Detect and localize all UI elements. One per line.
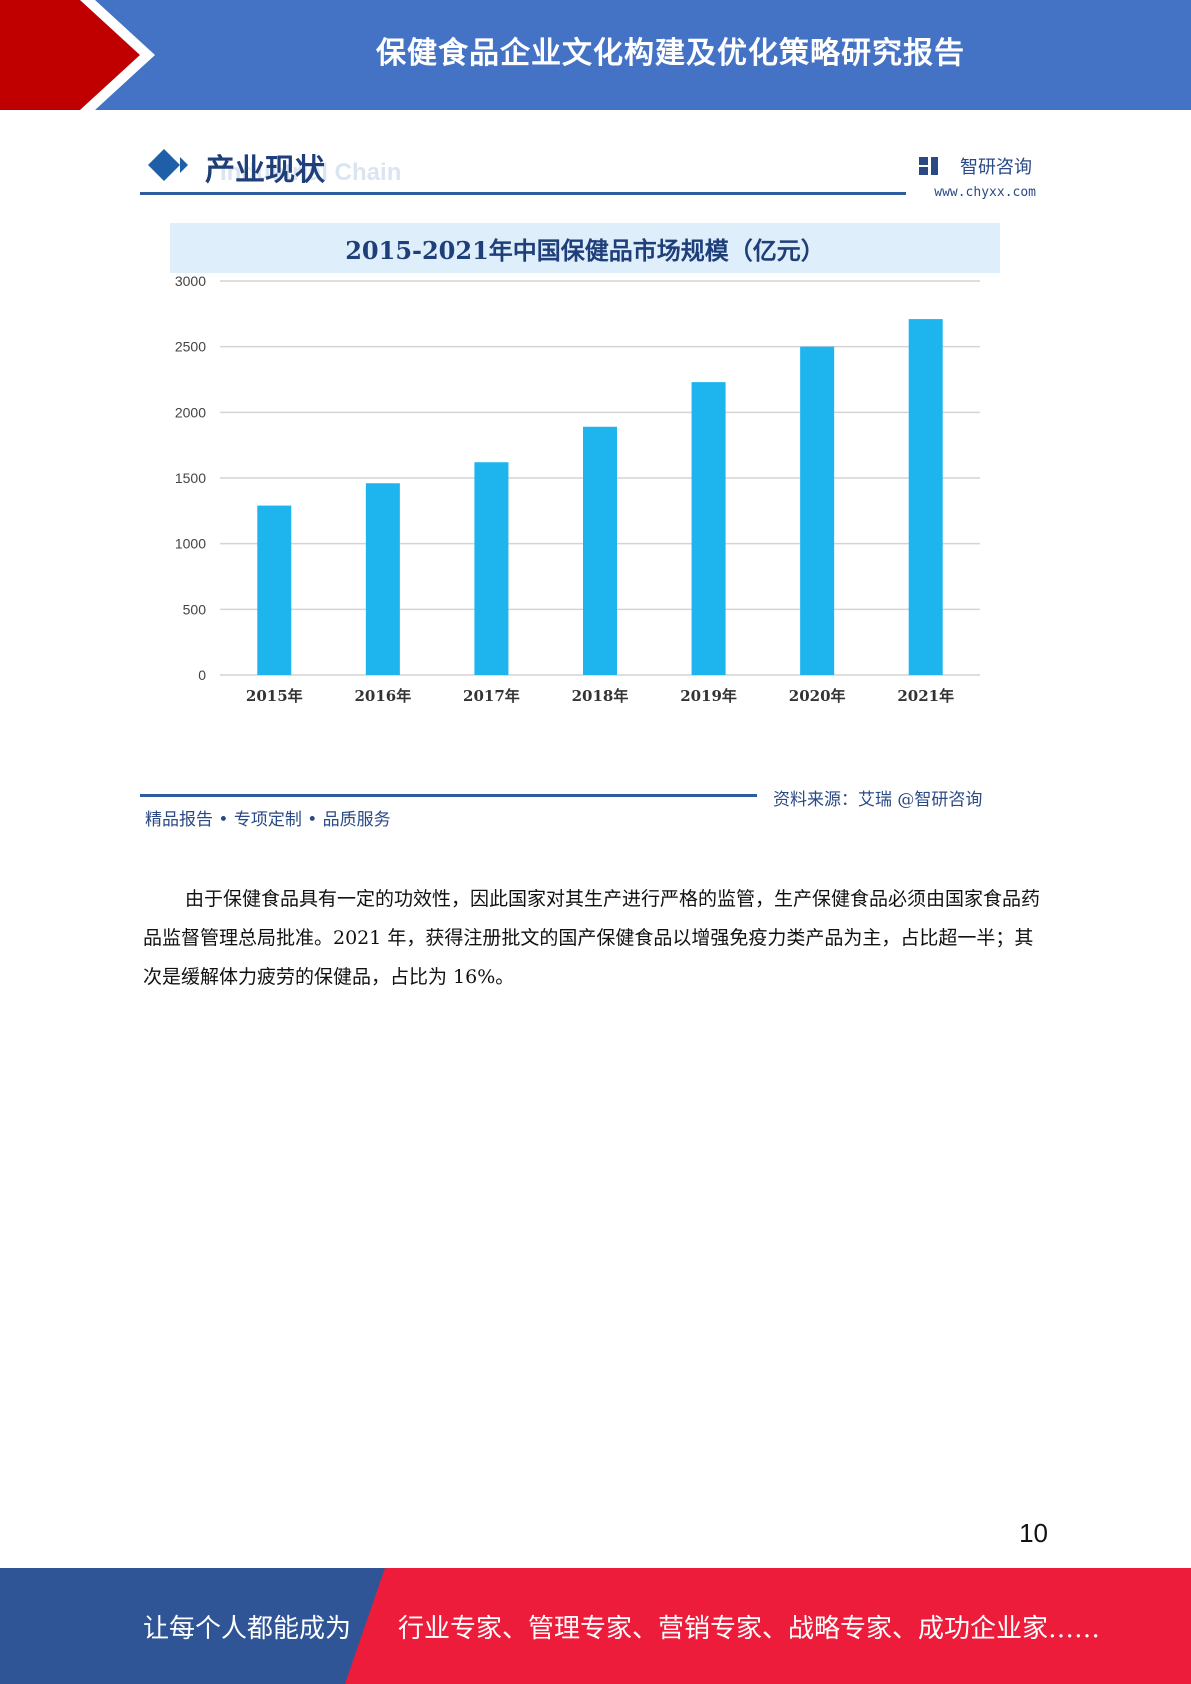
x-tick-label: 2015年 <box>246 687 303 705</box>
bar-2015年 <box>257 505 292 675</box>
y-tick-label: 1500 <box>175 470 206 486</box>
bar-2019年 <box>691 382 726 675</box>
footer-slogan-right: 行业专家、管理专家、营销专家、战略专家、成功企业家…… <box>398 1613 1101 1644</box>
header-rule <box>140 192 906 195</box>
y-tick-label: 0 <box>198 667 206 683</box>
x-tick-label: 2020年 <box>789 687 846 705</box>
chart-title: 2015-2021年中国保健品市场规模（亿元） <box>170 223 1000 273</box>
body-paragraph: 由于保健食品具有一定的功效性，因此国家对其生产进行严格的监管，生产保健食品必须由… <box>143 888 1041 988</box>
bar-2018年 <box>583 426 617 675</box>
figure-footer-text: 精品报告 • 专项定制 • 品质服务 <box>145 810 391 830</box>
report-title: 保健食品企业文化构建及优化策略研究报告 <box>376 36 965 71</box>
section-title: 产业现状 <box>205 153 325 188</box>
bar-2017年 <box>474 462 509 675</box>
y-tick-label: 3000 <box>175 275 206 289</box>
y-tick-label: 1000 <box>175 536 206 552</box>
y-tick-label: 2000 <box>175 404 206 420</box>
diamond-icon <box>148 149 188 181</box>
brand-logo-icon <box>919 157 938 175</box>
bar-chart: 0 500 1000 1500 2000 2500 3000 2015年 2016年 2017年 2… <box>175 275 980 705</box>
footer-rule <box>140 794 757 797</box>
bar-2020年 <box>800 346 835 675</box>
x-tick-label: 2018年 <box>572 687 629 705</box>
page-header: 保健食品企业文化构建及优化策略研究报告 <box>0 0 1191 110</box>
y-tick-label: 500 <box>183 601 207 617</box>
brand-name: 智研咨询 <box>960 157 1032 178</box>
x-tick-label: 2016年 <box>354 687 411 705</box>
footer-slogan-left: 让每个人都能成为 <box>143 1613 352 1644</box>
section-subtitle: Industrial Chain <box>220 159 402 186</box>
source-note: 资料来源：艾瑞 @智研咨询 <box>773 790 983 810</box>
x-tick-label: 2019年 <box>680 687 737 705</box>
bar-2016年 <box>365 483 400 675</box>
section-header: Industrial Chain 产业现状 智研咨询 www.chyxx.com <box>140 135 1046 205</box>
x-tick-label: 2017年 <box>463 687 520 705</box>
page-footer: 让每个人都能成为 行业专家、管理专家、营销专家、战略专家、成功企业家…… <box>0 1568 1191 1684</box>
footer-background <box>0 1568 1191 1684</box>
x-tick-label: 2021年 <box>897 687 954 705</box>
brand-url: www.chyxx.com <box>934 185 1036 200</box>
header-chevron-icon <box>0 0 155 110</box>
figure-block: Industrial Chain 产业现状 智研咨询 www.chyxx.com… <box>140 135 1046 835</box>
page-number: 10 <box>1019 1518 1048 1548</box>
bar-2021年 <box>908 319 943 675</box>
y-tick-label: 2500 <box>175 339 206 355</box>
